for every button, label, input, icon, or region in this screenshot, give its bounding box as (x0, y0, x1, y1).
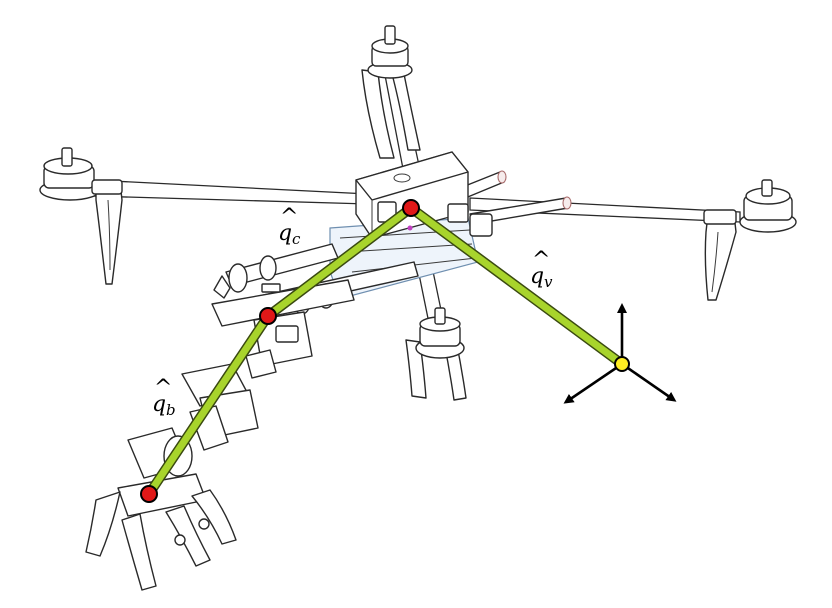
reference-point (614, 356, 630, 372)
label-q-c-hat: ^ (280, 205, 298, 230)
gripper-claw-icon (85, 473, 237, 591)
label-q-v-subscript: v (544, 273, 553, 291)
label-q-c-base: q (278, 221, 292, 246)
label-q-v-hat: ^ (532, 248, 550, 273)
joint-body (402, 199, 420, 217)
back-arm (361, 25, 421, 175)
label-q-b-base: q (152, 392, 166, 417)
left-arm (39, 147, 369, 285)
link-q-c (263, 203, 416, 321)
label-q-v: q ^ v (530, 248, 553, 291)
joint-end-effector (140, 485, 158, 503)
label-q-b-hat: ^ (154, 376, 172, 401)
label-q-c-subscript: c (292, 230, 301, 248)
joints (140, 199, 630, 503)
kinematic-links (144, 203, 627, 499)
link-q-b (144, 311, 273, 499)
label-q-c: q ^ c (278, 205, 301, 248)
label-q-b-subscript: b (166, 401, 176, 419)
joint-shoulder (259, 307, 277, 325)
link-q-v (406, 203, 627, 369)
coordinate-axes-icon (563, 303, 677, 404)
label-q-v-base: q (530, 264, 544, 289)
label-q-b: q ^ b (152, 376, 176, 419)
central-body (355, 151, 493, 239)
